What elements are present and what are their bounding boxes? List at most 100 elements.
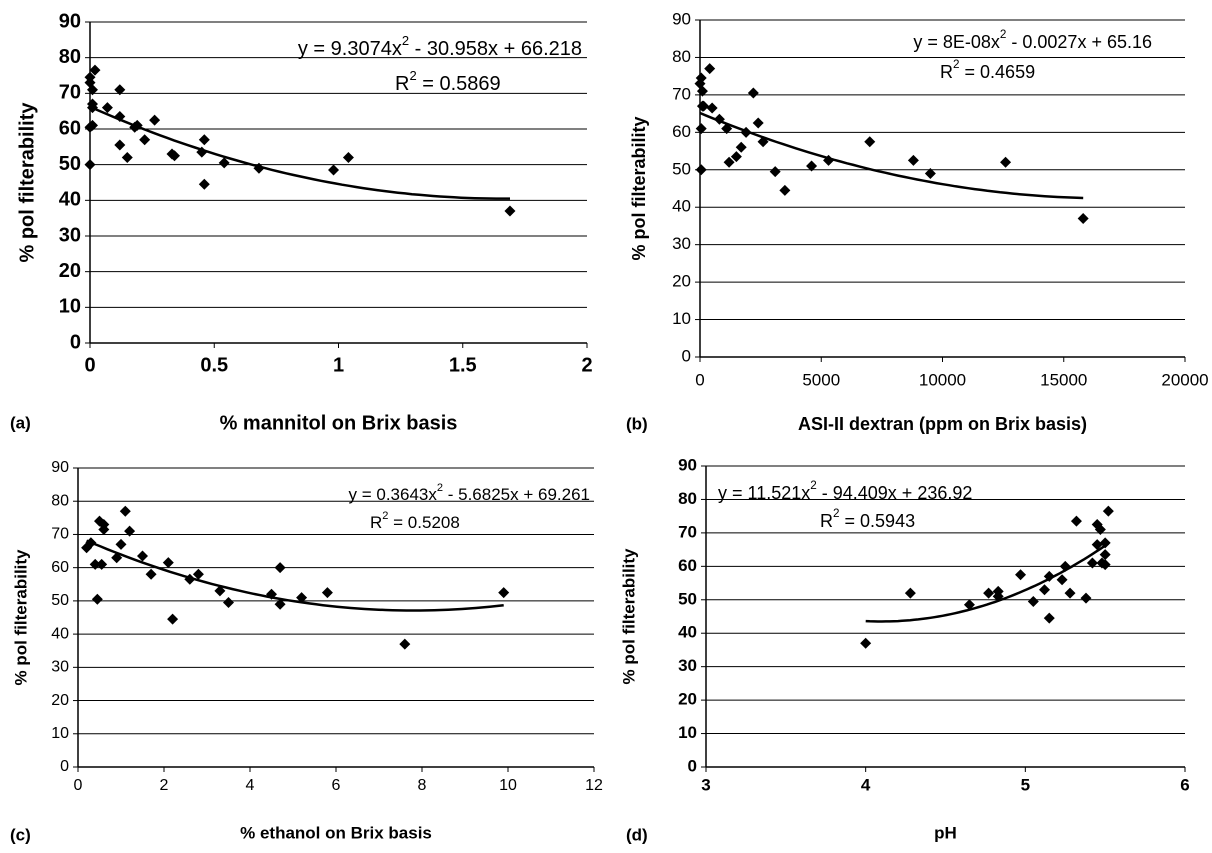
data-point: [84, 159, 96, 171]
y-tick-label: 40: [59, 189, 81, 211]
trendline: [89, 105, 510, 200]
y-tick-label: 60: [59, 117, 81, 139]
data-point: [139, 134, 151, 146]
data-point: [779, 184, 791, 196]
data-point: [747, 87, 759, 99]
data-point: [89, 558, 101, 570]
x-tick-label: 2: [160, 777, 169, 794]
y-tick-label: 50: [59, 153, 81, 175]
data-point: [196, 146, 208, 158]
data-point: [121, 152, 133, 164]
data-point: [713, 113, 725, 125]
y-tick-label: 60: [678, 556, 697, 575]
x-tick-label: 6: [1180, 775, 1189, 794]
data-point: [184, 573, 196, 585]
r-squared: R2 = 0.5869: [395, 68, 501, 95]
data-point: [1027, 595, 1039, 607]
x-tick-label: 0: [74, 777, 83, 794]
data-point: [806, 160, 818, 172]
y-tick-label: 90: [59, 10, 81, 32]
r-squared-part: R: [820, 511, 833, 531]
y-tick-label: 70: [678, 522, 697, 541]
data-point: [214, 585, 226, 597]
data-point: [1099, 559, 1111, 571]
data-point: [769, 166, 781, 178]
x-axis-title: % mannitol on Brix basis: [220, 412, 458, 434]
r-squared-exponent: 2: [409, 68, 416, 83]
data-point: [924, 168, 936, 180]
y-tick-label: 80: [51, 492, 69, 509]
data-point: [723, 156, 735, 168]
data-point: [695, 164, 707, 176]
data-point: [1056, 574, 1068, 586]
data-point: [864, 136, 876, 148]
y-tick-label: 10: [51, 725, 69, 742]
y-tick-label: 20: [59, 260, 81, 282]
data-point: [114, 84, 126, 96]
equation-part: - 30.958x + 66.218: [409, 38, 582, 60]
r-squared-part: = 0.5869: [417, 73, 501, 95]
y-tick-label: 90: [678, 455, 697, 474]
x-tick-label: 4: [861, 775, 871, 794]
x-axis-title: ASI-II dextran (ppm on Brix basis): [798, 414, 1087, 434]
equation-part: - 0.0027x + 65.16: [1006, 32, 1152, 52]
y-tick-label: 50: [678, 589, 697, 608]
data-point: [328, 164, 340, 176]
equation-part: y = 0.3643x: [348, 485, 437, 504]
data-point: [119, 505, 131, 517]
y-tick-label: 30: [59, 224, 81, 246]
data-point: [704, 63, 716, 75]
data-point: [86, 102, 98, 114]
y-tick-label: 60: [672, 122, 691, 141]
data-point: [1086, 557, 1098, 569]
data-point: [98, 518, 110, 530]
y-tick-label: 50: [672, 159, 691, 178]
data-point: [1038, 584, 1050, 596]
data-point: [115, 538, 127, 550]
data-point: [137, 550, 148, 562]
y-tick-label: 30: [672, 234, 691, 253]
data-point: [1000, 156, 1012, 168]
x-tick-label: 5000: [802, 370, 840, 389]
y-tick-label: 40: [678, 623, 697, 642]
data-point: [740, 126, 752, 138]
data-point: [983, 587, 995, 599]
y-tick-label: 30: [678, 656, 697, 675]
data-point: [1091, 539, 1103, 551]
x-axis-title: pH: [934, 823, 957, 842]
x-tick-label: 20000: [1161, 370, 1208, 389]
data-point: [1043, 570, 1055, 582]
data-point: [192, 568, 204, 580]
panel-label: (d): [626, 825, 648, 844]
x-tick-label: 10: [499, 777, 517, 794]
data-point: [1099, 549, 1111, 561]
equation-exponent: 2: [402, 33, 409, 48]
y-tick-label: 90: [672, 9, 691, 28]
y-axis-title: % pol filterability: [16, 102, 38, 263]
y-tick-label: 70: [59, 82, 81, 104]
y-tick-label: 70: [672, 84, 691, 103]
data-point: [266, 588, 277, 600]
data-point: [114, 111, 126, 123]
r-squared: R2 = 0.4659: [940, 58, 1035, 82]
data-point: [198, 134, 210, 146]
x-tick-label: 1: [333, 354, 344, 376]
y-tick-label: 10: [678, 723, 697, 742]
data-point: [1043, 612, 1055, 624]
y-tick-label: 50: [51, 592, 69, 609]
data-point: [1064, 587, 1076, 599]
r-squared-part: = 0.5943: [840, 511, 916, 531]
data-point: [721, 123, 733, 135]
x-tick-label: 10000: [919, 370, 966, 389]
data-point: [907, 154, 919, 166]
equation-exponent: 2: [437, 482, 443, 494]
data-point: [695, 72, 707, 84]
data-point: [1099, 537, 1111, 549]
trendline: [86, 539, 504, 612]
y-tick-label: 10: [59, 296, 81, 318]
y-tick-label: 20: [672, 272, 691, 291]
data-point: [730, 151, 742, 163]
r-squared: R2 = 0.5943: [820, 507, 915, 531]
y-tick-label: 90: [51, 459, 69, 476]
